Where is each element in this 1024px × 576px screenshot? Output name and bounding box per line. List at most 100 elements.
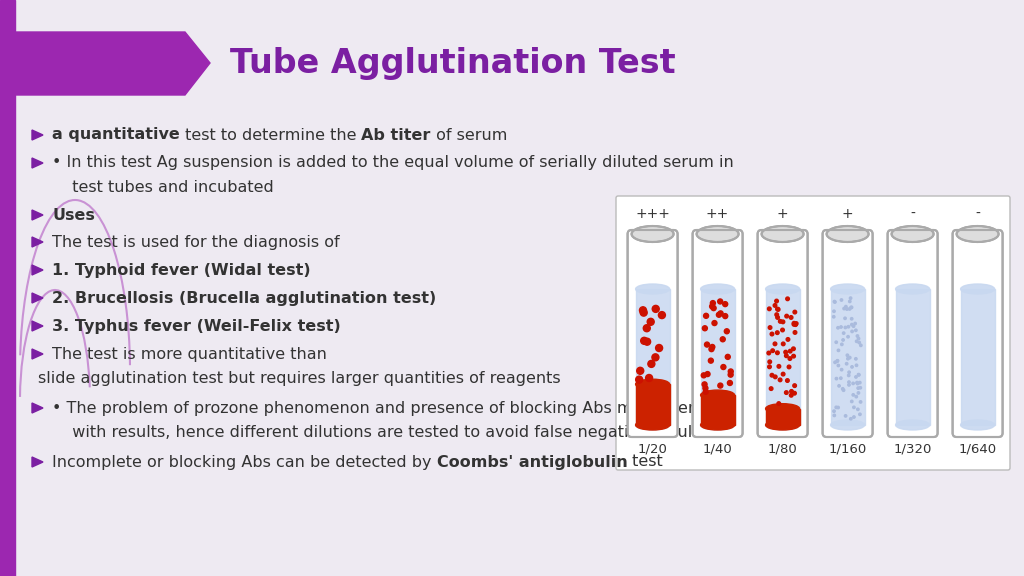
Circle shape (838, 364, 840, 367)
Circle shape (790, 316, 793, 319)
Text: test to determine the: test to determine the (180, 127, 361, 142)
Circle shape (770, 373, 774, 377)
Text: 1/80: 1/80 (768, 442, 798, 456)
Circle shape (847, 358, 849, 360)
Circle shape (852, 393, 854, 396)
Circle shape (784, 391, 788, 395)
Circle shape (834, 301, 836, 303)
Circle shape (856, 335, 859, 337)
Circle shape (702, 382, 707, 387)
Bar (766, 409, 800, 425)
Circle shape (710, 304, 715, 309)
Ellipse shape (896, 420, 930, 430)
Polygon shape (32, 293, 43, 303)
Text: a quantitative: a quantitative (52, 127, 180, 142)
Text: 1/40: 1/40 (702, 442, 732, 456)
Circle shape (711, 301, 716, 306)
Text: Tube Agglutination Test: Tube Agglutination Test (230, 47, 676, 79)
Circle shape (852, 325, 855, 327)
Circle shape (842, 388, 844, 390)
Circle shape (786, 338, 790, 341)
Bar (766, 289, 800, 425)
Circle shape (833, 410, 836, 412)
FancyBboxPatch shape (628, 230, 678, 437)
Ellipse shape (700, 420, 734, 430)
Circle shape (711, 306, 716, 310)
Text: slide agglutination test but requires larger quantities of reagents: slide agglutination test but requires la… (38, 370, 560, 385)
Circle shape (775, 313, 778, 316)
FancyBboxPatch shape (888, 230, 938, 437)
Circle shape (851, 323, 853, 326)
Circle shape (793, 310, 797, 314)
Circle shape (725, 354, 730, 359)
Circle shape (840, 377, 842, 380)
Circle shape (848, 308, 851, 310)
Circle shape (784, 354, 788, 358)
Circle shape (851, 330, 853, 332)
Ellipse shape (766, 284, 800, 294)
Text: test tubes and incubated: test tubes and incubated (62, 180, 273, 195)
Circle shape (837, 359, 839, 362)
Circle shape (857, 392, 859, 394)
Circle shape (702, 326, 708, 331)
Circle shape (794, 331, 797, 334)
Circle shape (859, 386, 861, 389)
Circle shape (859, 401, 862, 403)
Circle shape (778, 378, 782, 382)
Ellipse shape (766, 420, 800, 430)
Circle shape (844, 317, 846, 320)
Circle shape (770, 332, 774, 336)
Circle shape (858, 374, 860, 376)
Ellipse shape (632, 226, 674, 242)
Circle shape (710, 344, 715, 350)
Circle shape (841, 369, 843, 371)
Circle shape (776, 307, 779, 311)
Circle shape (768, 307, 771, 310)
Circle shape (717, 312, 721, 317)
Circle shape (848, 374, 850, 377)
FancyBboxPatch shape (952, 230, 1002, 437)
Circle shape (718, 311, 723, 316)
Ellipse shape (826, 226, 868, 242)
Circle shape (857, 408, 859, 411)
Circle shape (643, 325, 650, 332)
Circle shape (852, 382, 854, 385)
Circle shape (655, 344, 663, 351)
Circle shape (776, 316, 779, 319)
Circle shape (783, 350, 787, 354)
Polygon shape (32, 130, 43, 140)
Circle shape (857, 373, 860, 376)
Circle shape (834, 361, 837, 363)
Ellipse shape (896, 284, 930, 294)
Circle shape (644, 338, 650, 345)
FancyBboxPatch shape (758, 230, 808, 437)
Circle shape (794, 323, 798, 327)
Circle shape (776, 308, 780, 311)
Bar (961, 289, 994, 425)
FancyBboxPatch shape (822, 230, 872, 437)
Circle shape (793, 321, 796, 325)
Circle shape (724, 329, 729, 334)
Text: • The problem of prozone phenomenon and presence of blocking Abs may interfere: • The problem of prozone phenomenon and … (52, 400, 726, 415)
Text: 2. Brucellosis (Brucella agglutination test): 2. Brucellosis (Brucella agglutination t… (52, 290, 436, 305)
Circle shape (721, 365, 726, 370)
Polygon shape (32, 210, 43, 220)
Circle shape (728, 369, 733, 374)
Circle shape (793, 384, 797, 388)
Ellipse shape (830, 420, 864, 430)
Circle shape (652, 354, 658, 361)
Circle shape (836, 360, 839, 362)
Circle shape (792, 347, 796, 351)
Circle shape (720, 337, 725, 342)
Text: Ab titer: Ab titer (361, 127, 431, 142)
Bar (700, 289, 734, 425)
Circle shape (851, 366, 853, 368)
Text: +++: +++ (635, 207, 670, 221)
Circle shape (834, 414, 836, 416)
Bar (636, 384, 670, 425)
Circle shape (768, 326, 772, 329)
Text: 1. Typhoid fever (Widal test): 1. Typhoid fever (Widal test) (52, 263, 310, 278)
Ellipse shape (636, 420, 670, 430)
Text: -: - (910, 207, 915, 221)
Circle shape (777, 365, 780, 368)
